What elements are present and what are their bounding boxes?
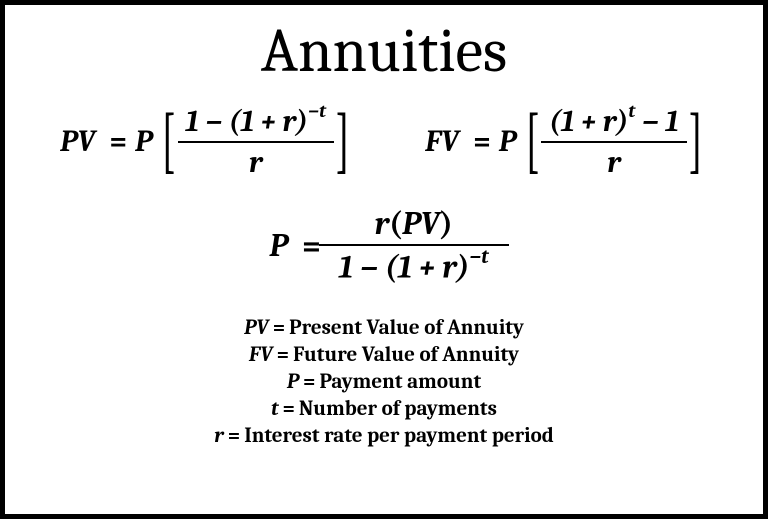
top-formula-row: PV = P [ 1 − (1 + r)−t r ] FV = P [ bbox=[25, 102, 743, 180]
p-lhs: P bbox=[269, 227, 288, 264]
equals-sign: = bbox=[473, 124, 491, 159]
right-bracket-icon: ] bbox=[688, 102, 703, 180]
right-bracket-icon: ] bbox=[335, 102, 350, 180]
fv-coef: P bbox=[499, 124, 516, 159]
fv-formula: FV = P [ (1 + r)t − 1 r ] bbox=[425, 102, 708, 180]
left-bracket-icon: [ bbox=[161, 102, 176, 180]
mid-formula-row: P = r(PV) 1 − (1 + r)−t bbox=[269, 205, 498, 286]
p-formula: P = r(PV) 1 − (1 + r)−t bbox=[269, 205, 498, 286]
p-numerator: r(PV) bbox=[365, 205, 463, 244]
pv-fraction: 1 − (1 + r)−t r bbox=[182, 102, 330, 180]
p-fraction: r(PV) 1 − (1 + r)−t bbox=[329, 205, 499, 286]
equals-sign: = bbox=[109, 124, 127, 159]
fv-bracket-group: [ (1 + r)t − 1 r ] bbox=[520, 102, 708, 180]
formula-card: Annuities PV = P [ 1 − (1 + r)−t r ] FV … bbox=[0, 0, 768, 519]
p-denominator: 1 − (1 + r)−t bbox=[319, 244, 509, 286]
pv-formula: PV = P [ 1 − (1 + r)−t r ] bbox=[60, 102, 355, 180]
definitions-list: PV=Present Value of Annuity FV=Future Va… bbox=[214, 316, 554, 448]
fv-numerator: (1 + r)t − 1 bbox=[545, 102, 682, 141]
pv-lhs: PV bbox=[60, 124, 95, 159]
definition-row: PV=Present Value of Annuity bbox=[244, 316, 524, 340]
pv-coef: P bbox=[135, 124, 152, 159]
pv-denominator: r bbox=[178, 141, 334, 180]
definition-row: FV=Future Value of Annuity bbox=[249, 343, 519, 367]
page-title: Annuities bbox=[261, 15, 507, 87]
fv-denominator: r bbox=[541, 141, 686, 180]
definition-row: r=Interest rate per payment period bbox=[214, 424, 554, 448]
definition-row: P=Payment amount bbox=[287, 370, 481, 394]
fv-lhs: FV bbox=[425, 124, 459, 159]
fv-fraction: (1 + r)t − 1 r bbox=[545, 102, 682, 180]
definition-row: t=Number of payments bbox=[271, 397, 497, 421]
left-bracket-icon: [ bbox=[525, 102, 540, 180]
pv-bracket-group: [ 1 − (1 + r)−t r ] bbox=[156, 102, 355, 180]
pv-numerator: 1 − (1 + r)−t bbox=[182, 102, 330, 141]
